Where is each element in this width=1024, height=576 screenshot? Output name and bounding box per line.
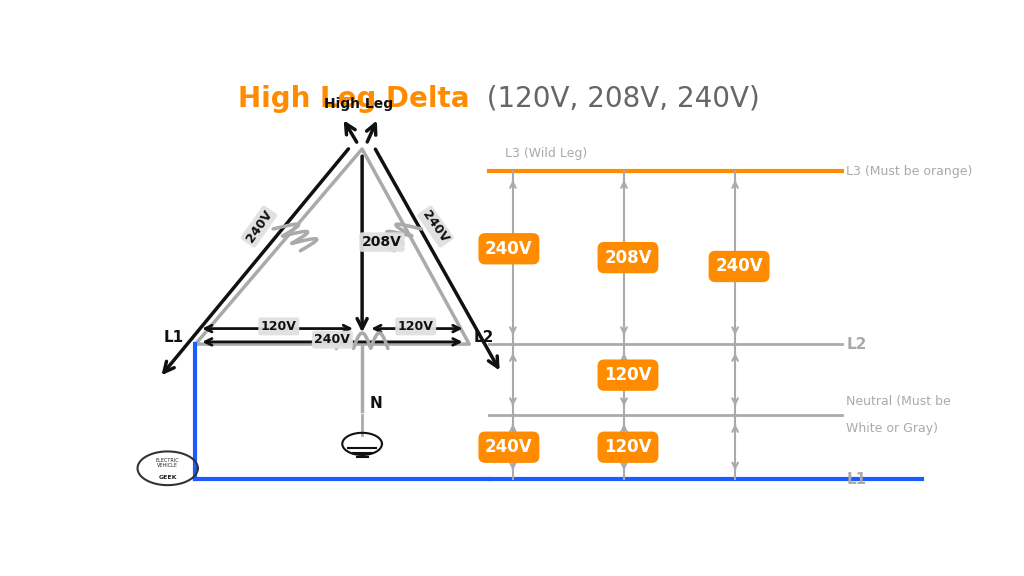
Text: GEEK: GEEK	[159, 475, 177, 480]
Text: L1: L1	[846, 472, 866, 487]
Text: L3 (Must be orange): L3 (Must be orange)	[846, 165, 973, 177]
Text: L3 (Wild Leg): L3 (Wild Leg)	[505, 147, 587, 160]
Text: N: N	[370, 396, 383, 411]
Text: 240V: 240V	[244, 208, 274, 245]
Text: (120V, 208V, 240V): (120V, 208V, 240V)	[469, 85, 760, 113]
Text: 208V: 208V	[604, 249, 651, 267]
Text: 240V: 240V	[420, 208, 452, 245]
Text: 120V: 120V	[604, 438, 651, 456]
Text: White or Gray): White or Gray)	[846, 422, 938, 435]
Text: 120V: 120V	[397, 320, 433, 333]
Text: L1: L1	[164, 330, 183, 345]
Text: ELECTRIC
VEHICLE: ELECTRIC VEHICLE	[156, 457, 179, 468]
Text: 240V: 240V	[314, 333, 350, 346]
Text: 120V: 120V	[604, 366, 651, 384]
Text: L2: L2	[846, 336, 866, 351]
Text: 120V: 120V	[261, 320, 297, 333]
Text: High Leg Delta: High Leg Delta	[238, 85, 469, 113]
Text: Neutral (Must be: Neutral (Must be	[846, 395, 951, 408]
Text: 240V: 240V	[715, 257, 763, 275]
Text: 240V: 240V	[485, 438, 532, 456]
Text: 208V: 208V	[362, 235, 401, 249]
Text: L2: L2	[473, 330, 494, 345]
Text: High Leg: High Leg	[324, 97, 393, 111]
Text: 240V: 240V	[485, 240, 532, 257]
